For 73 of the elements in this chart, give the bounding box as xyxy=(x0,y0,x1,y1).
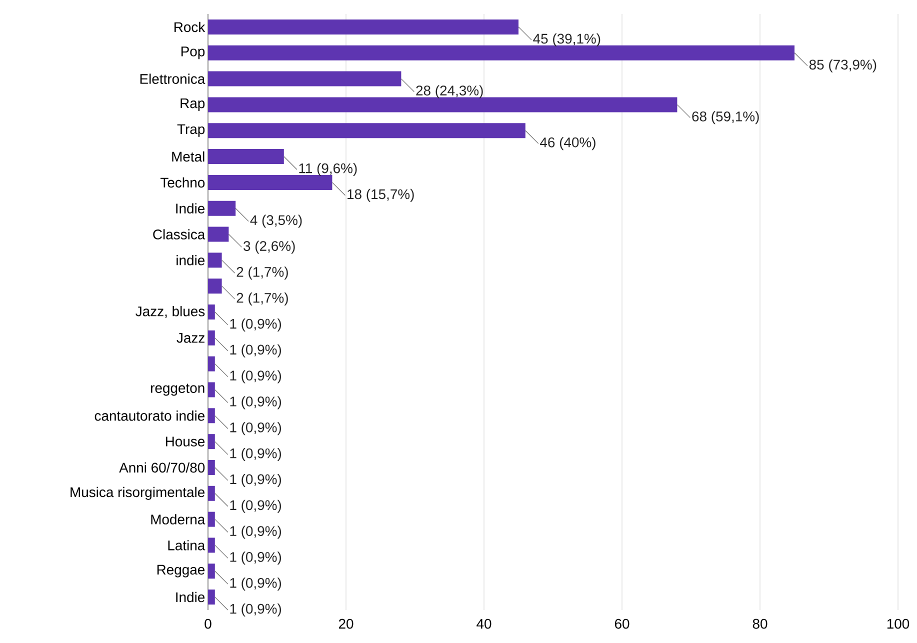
x-tick-label: 40 xyxy=(476,618,492,629)
y-tick-label: House xyxy=(166,436,205,446)
y-tick-label: Rock xyxy=(174,22,206,32)
bar xyxy=(208,330,215,346)
data-label: 2 (1,7%) xyxy=(236,266,288,280)
bar xyxy=(208,97,678,112)
data-label: 1 (0,9%) xyxy=(230,578,282,591)
y-tick-label: Moderna xyxy=(151,514,206,524)
x-tick-label: 20 xyxy=(338,618,354,629)
y-tick-label: Anni 60/70/80 xyxy=(119,462,205,473)
y-tick-label: Elettronica xyxy=(140,74,206,84)
y-tick-label: Reggae xyxy=(157,564,205,578)
data-label: 1 (0,9%) xyxy=(230,552,282,565)
y-tick-label: Latina xyxy=(168,540,206,550)
y-tick-label: Metal xyxy=(172,151,204,162)
bar xyxy=(208,590,215,605)
data-label: 1 (0,9%) xyxy=(230,474,282,487)
data-label: 18 (15,7%) xyxy=(348,188,414,202)
bar xyxy=(208,174,332,190)
y-tick-label: cantautorato indie xyxy=(94,410,205,421)
data-label: 4 (3,5%) xyxy=(250,214,302,228)
data-label: 45 (39,1%) xyxy=(533,33,600,46)
y-tick-label: Trap xyxy=(177,124,205,137)
bar xyxy=(208,564,215,579)
bar xyxy=(208,226,229,242)
data-label: 1 (0,9%) xyxy=(230,604,282,617)
data-label: 1 (0,9%) xyxy=(230,318,282,332)
bar xyxy=(208,45,795,60)
data-label: 1 (0,9%) xyxy=(230,422,282,436)
y-tick-label: Rap xyxy=(180,98,205,111)
x-tick-label: 80 xyxy=(752,618,768,629)
bar xyxy=(208,460,215,475)
data-label: 3 (2,6%) xyxy=(244,240,295,254)
data-label: 1 (0,9%) xyxy=(230,370,282,384)
data-label: 1 (0,9%) xyxy=(230,344,282,358)
bar xyxy=(208,278,222,294)
x-tick-label: 60 xyxy=(614,618,630,629)
bar xyxy=(208,19,518,34)
x-tick-label: 100 xyxy=(887,618,910,629)
data-label: 46 (40%) xyxy=(540,137,596,150)
bar xyxy=(208,200,236,216)
bar xyxy=(208,486,215,501)
data-label: 68 (59,1%) xyxy=(692,111,759,124)
data-label: 1 (0,9%) xyxy=(230,448,282,462)
data-label: 28 (24,3%) xyxy=(416,85,483,98)
y-tick-label: Pop xyxy=(181,46,205,60)
bar xyxy=(208,538,215,553)
x-tick-label: 0 xyxy=(204,618,212,629)
bar xyxy=(208,408,215,424)
y-tick-label: indie xyxy=(176,255,205,266)
y-tick-label: Indie xyxy=(176,203,205,214)
bar xyxy=(208,252,222,268)
bar xyxy=(208,304,215,320)
data-label: 85 (73,9%) xyxy=(809,59,876,72)
data-label: 1 (0,9%) xyxy=(230,526,282,539)
bar xyxy=(208,71,402,86)
y-tick-label: Jazz xyxy=(176,333,204,343)
bar xyxy=(208,512,215,527)
y-tick-label: Techno xyxy=(160,177,205,188)
y-tick-label: Classica xyxy=(153,229,206,240)
bar xyxy=(208,149,284,164)
data-label: 1 (0,9%) xyxy=(230,500,282,513)
bar xyxy=(208,123,526,138)
bar xyxy=(208,434,215,450)
data-label: 11 (9,6%) xyxy=(299,162,357,176)
bar xyxy=(208,356,215,372)
y-tick-label: Indie xyxy=(176,592,205,602)
y-tick-label: reggeton xyxy=(151,384,204,396)
y-tick-label: Jazz, blues xyxy=(136,306,205,318)
bar xyxy=(208,382,215,398)
data-label: 1 (0,9%) xyxy=(230,396,282,410)
y-tick-label: Musica risorgimentale xyxy=(70,486,204,500)
data-label: 2 (1,7%) xyxy=(236,292,288,306)
